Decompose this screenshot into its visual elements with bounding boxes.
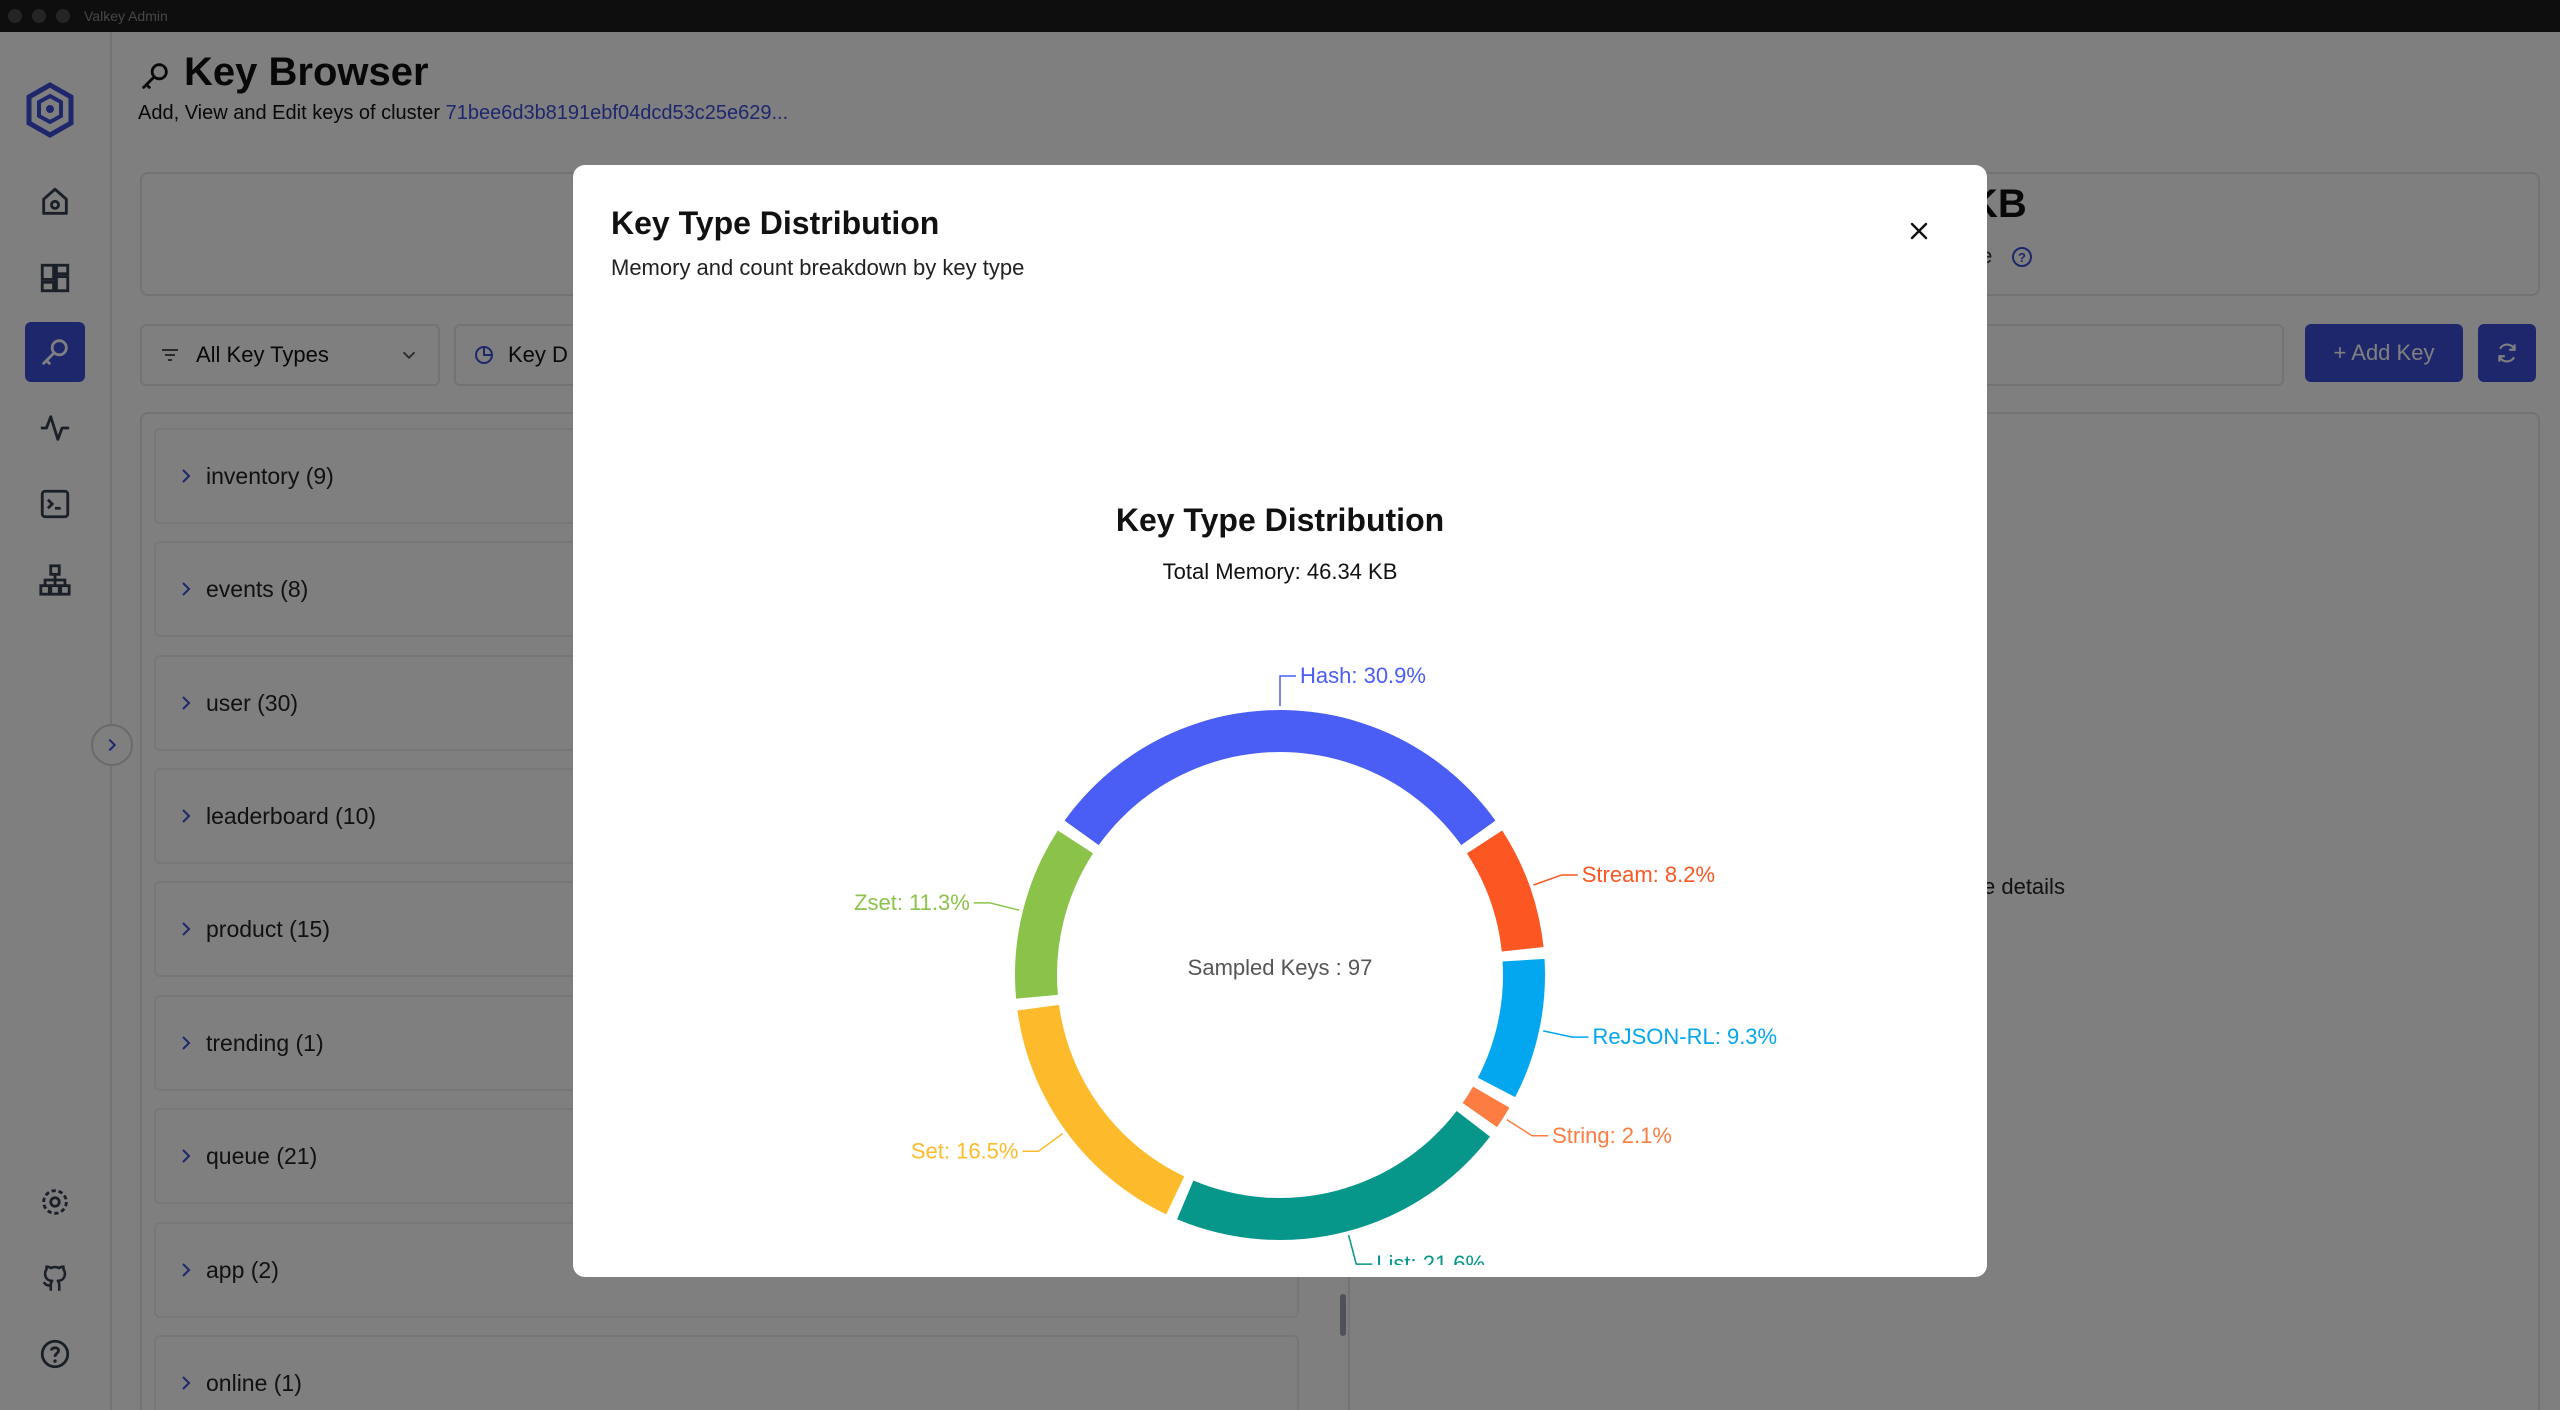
data-label-rejson-rl: ReJSON-RL: 9.3%: [1592, 1024, 1777, 1049]
slice-stream[interactable]: [1466, 830, 1544, 952]
slice-hash[interactable]: [1064, 710, 1496, 846]
close-button[interactable]: [1903, 215, 1935, 247]
data-label-string: String: 2.1%: [1552, 1123, 1672, 1148]
chart-center-label: Sampled Keys : 97: [1188, 955, 1373, 980]
label-line-hash: [1279, 675, 1296, 706]
data-label-list: List: 21.6%: [1376, 1251, 1485, 1265]
chart-title: Key Type Distribution: [1116, 502, 1444, 538]
data-label-set: Set: 16.5%: [911, 1138, 1019, 1163]
slice-list[interactable]: [1177, 1111, 1490, 1240]
modal-subtitle: Memory and count breakdown by key type: [611, 255, 1025, 280]
label-line-string: [1506, 1118, 1549, 1137]
data-label-zset: Zset: 11.3%: [854, 890, 970, 915]
chart-subtitle: Total Memory: 46.34 KB: [1163, 559, 1398, 584]
slice-string[interactable]: [1462, 1086, 1510, 1128]
slice-set[interactable]: [1017, 1004, 1185, 1215]
label-line-set: [1022, 1132, 1064, 1153]
label-line-zset: [973, 902, 1020, 911]
slice-rejson-rl[interactable]: [1477, 958, 1545, 1098]
key-type-donut-chart: Key Type Distribution Total Memory: 46.3…: [854, 502, 1777, 1265]
label-line-list: [1347, 1234, 1373, 1265]
slice-zset[interactable]: [1015, 830, 1094, 999]
label-line-stream: [1533, 874, 1578, 886]
data-label-stream: Stream: 8.2%: [1582, 862, 1715, 887]
data-label-hash: Hash: 30.9%: [1300, 663, 1426, 688]
modal-title: Key Type Distribution: [611, 205, 940, 241]
label-line-rejson-rl: [1542, 1030, 1589, 1038]
close-icon: [1910, 222, 1928, 240]
key-type-distribution-dialog: Key Type Distribution Memory and count b…: [573, 165, 1987, 1277]
